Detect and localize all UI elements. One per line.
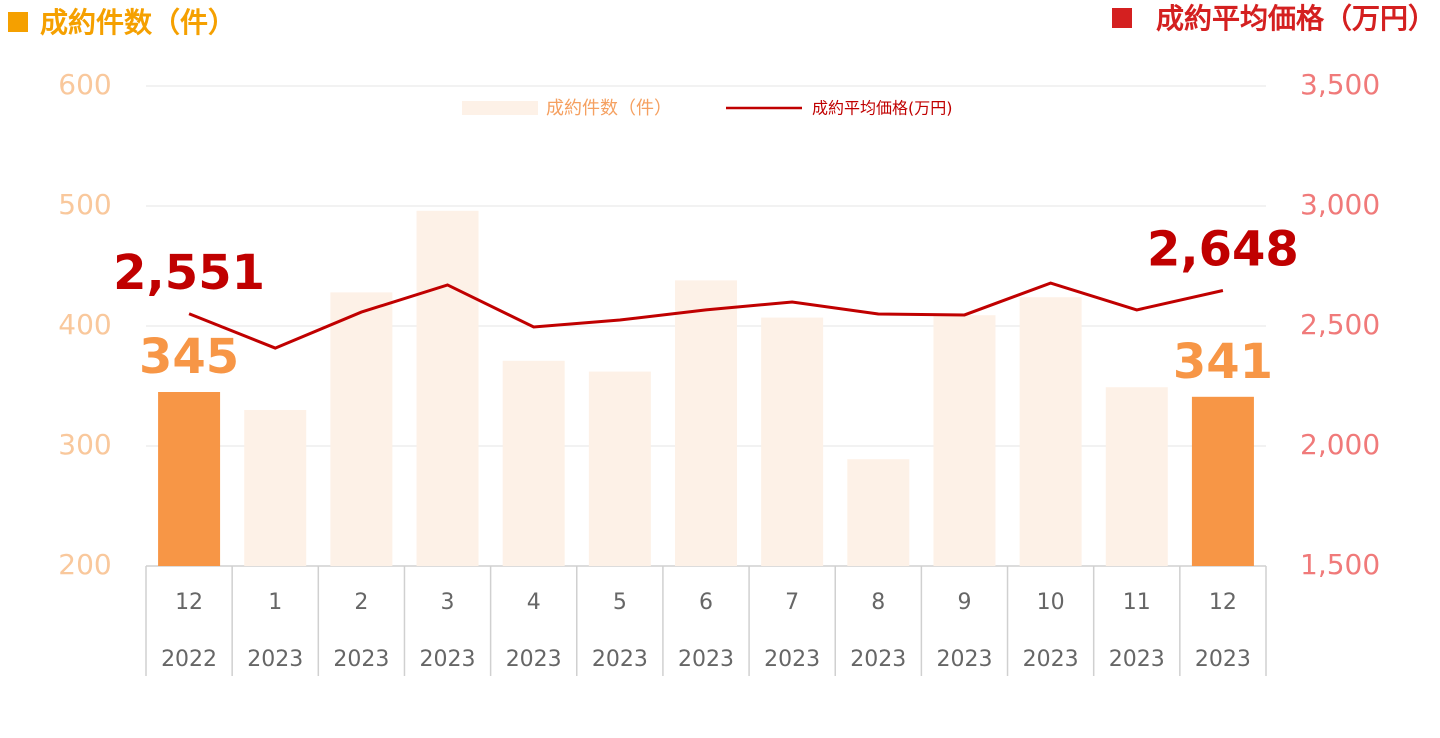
bar-value-label: 341: [1173, 334, 1273, 390]
bar: [847, 459, 910, 566]
x-group-label: 2023: [936, 647, 992, 672]
line-value-label: 2,648: [1147, 221, 1299, 277]
x-tick-label: 6: [699, 590, 713, 615]
line: [188, 281, 1224, 350]
x-group-label: 2023: [1195, 647, 1251, 672]
x-group-label: 2023: [506, 647, 562, 672]
y-title-icon: [8, 12, 28, 32]
y2-tick-label: 2,500: [1300, 308, 1380, 341]
bar: [1191, 396, 1254, 566]
legend-label: 成約件数（件）: [546, 98, 672, 119]
x-group-label: 2023: [247, 647, 303, 672]
y2-tick-label: 3,500: [1300, 68, 1380, 101]
bar: [588, 371, 651, 566]
bar: [1105, 387, 1168, 566]
y2-tick-label: 2,000: [1300, 428, 1380, 461]
bar: [416, 210, 479, 567]
x-tick-label: 5: [613, 590, 627, 615]
x-tick-label: 4: [527, 590, 541, 615]
x-tick-label: 10: [1037, 590, 1065, 615]
x-tick-label: 2: [354, 590, 368, 615]
bar: [675, 280, 737, 566]
line-value-label: 2,551: [113, 245, 265, 301]
x-group-label: 2023: [764, 647, 820, 672]
x-group-label: 2023: [333, 647, 389, 672]
x-group-label: 2023: [592, 647, 648, 672]
x-group-label: 2023: [1109, 647, 1165, 672]
y2-tick-label: 1,500: [1300, 548, 1380, 581]
x-tick-label: 9: [957, 590, 971, 615]
x-tick-label: 1: [268, 590, 282, 615]
y-tick-label: 300: [58, 428, 111, 461]
x-group-label: 2023: [678, 647, 734, 672]
x-group-label: 2023: [1023, 647, 1079, 672]
y-tick-label: 200: [58, 548, 111, 581]
legend-label: 成約平均価格(万円): [812, 99, 953, 118]
bar: [158, 392, 221, 566]
y-tick-label: 500: [58, 188, 111, 221]
bar: [1019, 297, 1082, 566]
x-tick-label: 12: [175, 590, 203, 615]
x-tick-label: 3: [441, 590, 455, 615]
bar: [933, 315, 996, 566]
y-axis-title: 成約件数（件）: [40, 6, 236, 39]
y2-axis-title: 成約平均価格（万円）: [1156, 2, 1436, 35]
x-group-label: 2022: [161, 647, 217, 672]
x-group-label: 2023: [850, 647, 906, 672]
bar: [244, 410, 307, 566]
x-tick-label: 7: [785, 590, 799, 615]
bar-value-label: 345: [139, 329, 239, 385]
legend-swatch-bar: [462, 101, 538, 115]
y-tick-label: 600: [58, 68, 111, 101]
x-tick-label: 11: [1123, 590, 1151, 615]
y2-title-icon: [1112, 8, 1132, 28]
x-group-label: 2023: [420, 647, 476, 672]
bar: [502, 360, 565, 566]
x-tick-label: 12: [1209, 590, 1237, 615]
bar: [330, 292, 393, 566]
y-tick-label: 400: [58, 308, 111, 341]
y2-tick-label: 3,000: [1300, 188, 1380, 221]
bar: [761, 317, 824, 566]
x-tick-label: 8: [871, 590, 885, 615]
